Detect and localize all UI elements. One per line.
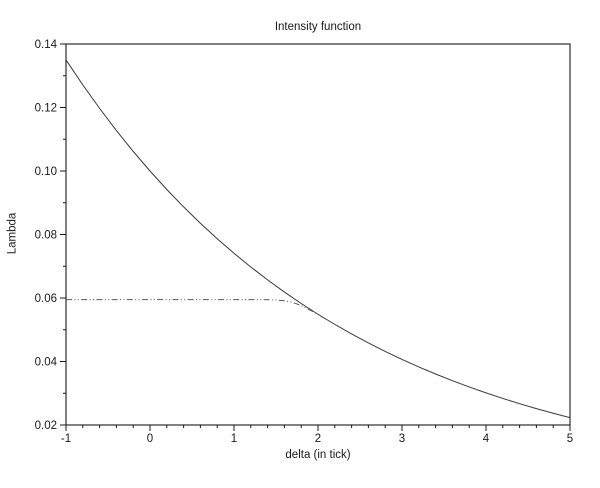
x-tick-label: 3 [399, 433, 405, 445]
y-tick-label: 0.02 [35, 420, 57, 432]
series-exponential-intensity [65, 59, 571, 419]
chart-title: Intensity function [274, 21, 362, 33]
y-tick-label: 0.06 [35, 293, 57, 305]
y-tick-label: 0.12 [35, 103, 57, 115]
plot-frame [65, 43, 571, 426]
y-tick-label: 0.10 [35, 166, 57, 178]
series-capped-intensity [66, 299, 571, 419]
y-tick-label: 0.04 [35, 357, 58, 369]
y-tick-label: 0.08 [35, 230, 57, 242]
x-tick-label: 4 [483, 433, 490, 445]
x-tick-label: 0 [147, 433, 153, 445]
x-tick-label: -1 [61, 433, 71, 445]
x-tick-label: 5 [567, 433, 573, 445]
x-tick-label: 2 [315, 433, 321, 445]
x-axis-label: delta (in tick) [285, 449, 351, 461]
x-tick-label: 1 [231, 433, 237, 445]
y-tick-label: 0.14 [35, 39, 58, 51]
